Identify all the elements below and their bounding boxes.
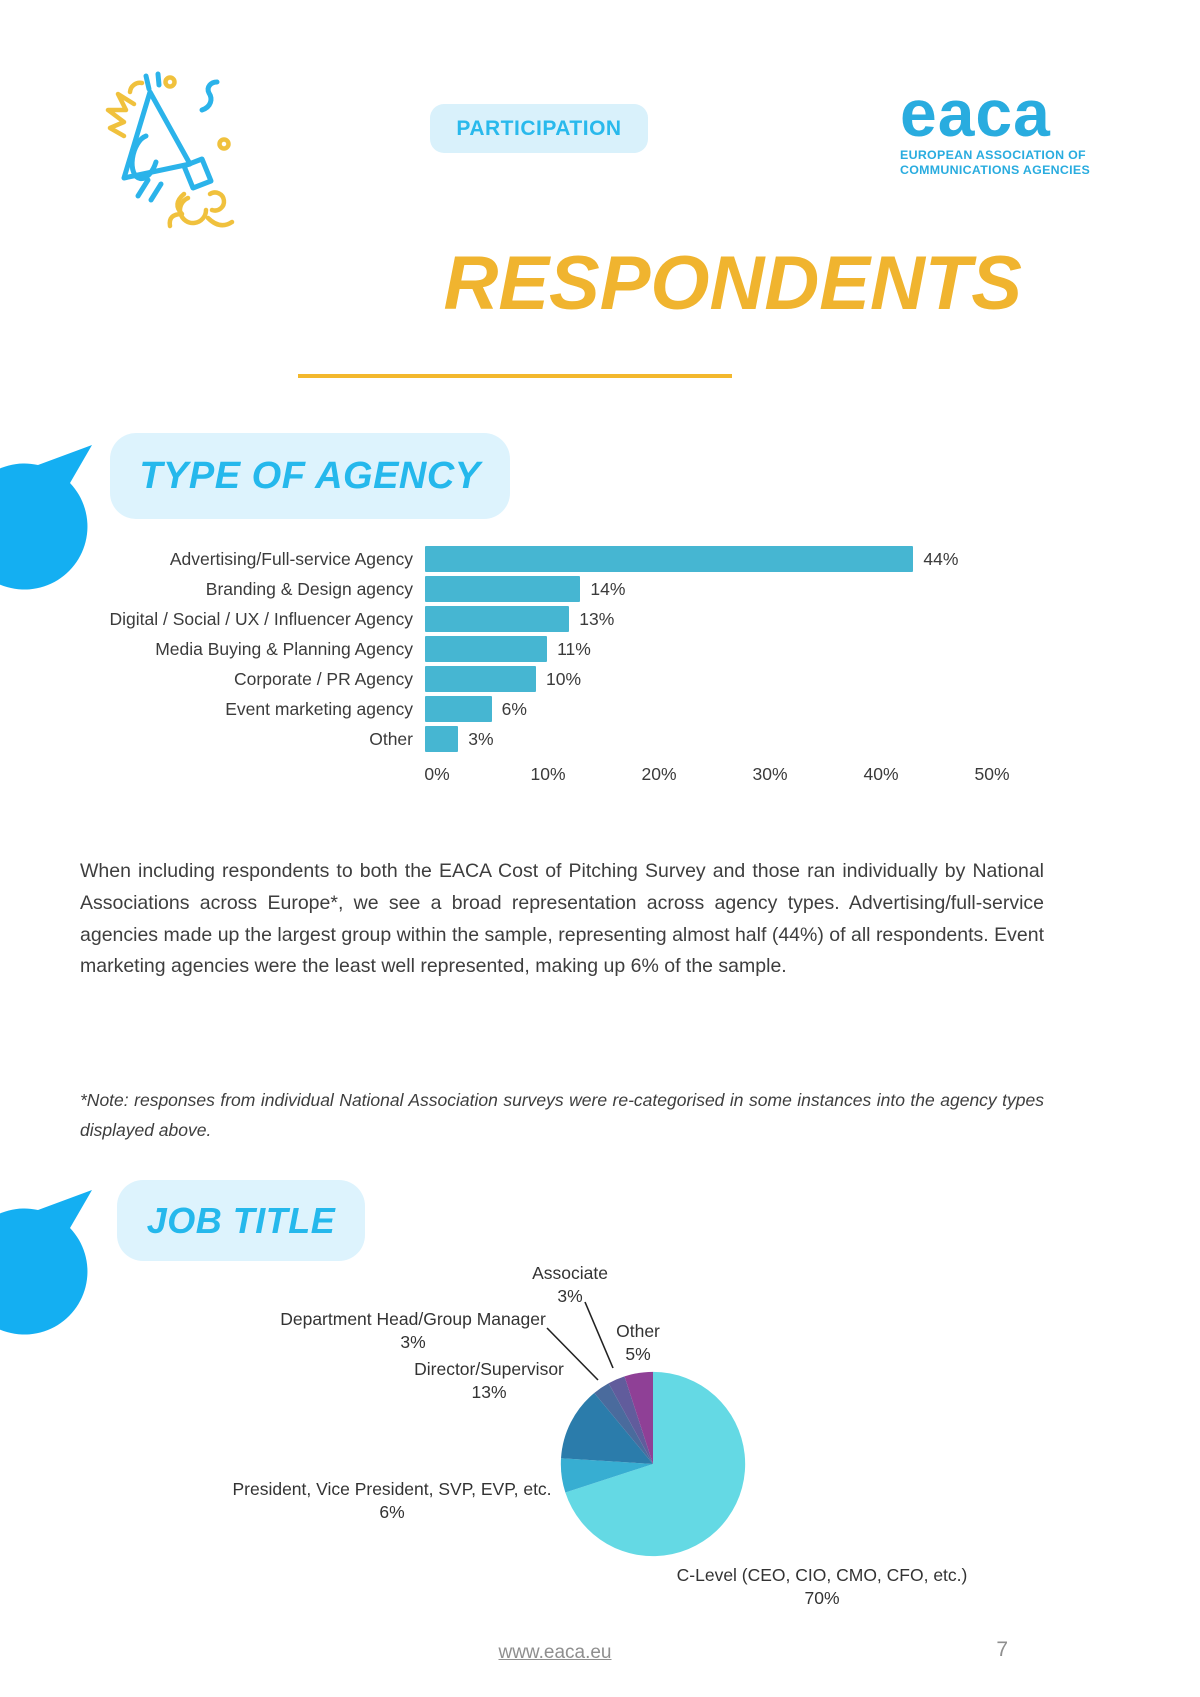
bar [425,666,536,692]
bar-value-label: 13% [579,608,615,629]
bar-row: Event marketing agency 6% [80,694,1140,724]
page-title: RESPONDENTS [443,241,1022,326]
x-axis-tick-label: 0% [424,764,450,784]
x-axis-tick-label: 30% [752,764,788,784]
bar-value-label: 14% [590,578,626,599]
bar-row: Corporate / PR Agency 10% [80,664,1140,694]
participation-badge-label: PARTICIPATION [456,116,622,140]
bar-row: Digital / Social / UX / Influencer Agenc… [80,604,1140,634]
section-heading-type-of-agency: TYPE OF AGENCY [110,433,510,519]
pie-label-c-level: C-Level (CEO, CIO, CMO, CFO, etc.) 70% [676,1565,968,1609]
speech-bubble-icon [0,445,92,590]
title-underline [298,374,732,378]
bar [425,636,548,662]
pie-slice-0 [565,1371,746,1557]
eaca-subtitle: EUROPEAN ASSOCIATION OF COMMUNICATIONS A… [900,148,1091,177]
bar [425,546,914,572]
pie-slice-3 [594,1383,653,1464]
bar-row: Branding & Design agency 14% [80,574,1140,604]
bar-category-label: Event marketing agency [225,698,413,719]
bar-category-label: Advertising/Full-service Agency [169,548,413,569]
pie-graphic [560,1371,746,1557]
pie-label-department-head: Department Head/Group Manager 3% [280,1309,546,1353]
pie-slice-4 [608,1376,653,1464]
x-axis-tick-label: 50% [974,764,1010,784]
bar-category-label: Corporate / PR Agency [234,668,413,689]
bar [425,696,492,722]
bar-row: Advertising/Full-service Agency 44% [80,544,1140,574]
pie-slice-1 [560,1458,653,1493]
bar-value-label: 44% [923,548,959,569]
pie-label-president: President, Vice President, SVP, EVP, etc… [232,1479,552,1523]
body-paragraph: When including respondents to both the E… [80,860,1044,978]
bar-category-label: Digital / Social / UX / Influencer Agenc… [109,608,413,629]
bar-rows: Advertising/Full-service Agency 44% Brandi… [80,544,1140,754]
pie-slice-2 [561,1392,653,1464]
page-number: 7 [996,1638,1008,1661]
footer-website-link[interactable]: www.eaca.eu [498,1642,612,1663]
bar-value-label: 3% [468,728,494,749]
job-title-pie-chart: Associate 3% Department Head/Group Manag… [0,1250,1200,1640]
section-heading-label: JOB TITLE [146,1199,336,1241]
bar-category-label: Branding & Design agency [205,578,413,599]
bar-value-label: 10% [546,668,582,689]
footnote: *Note: responses from individual Nationa… [80,1090,1044,1140]
bar [425,726,459,752]
bar-category-label: Media Buying & Planning Agency [155,638,413,659]
bar-value-label: 11% [557,638,591,659]
x-axis-tick-label: 20% [641,764,677,784]
agency-type-bar-chart: Advertising/Full-service Agency 44% Brandi… [80,544,1140,790]
section-heading-job-title: JOB TITLE [117,1180,365,1261]
bar-category-label: Other [369,728,413,749]
pie-leader-lines [546,1301,614,1381]
bar-value-label: 6% [501,698,527,719]
megaphone-doodle-icon [105,71,235,229]
x-axis-tick-label: 40% [863,764,899,784]
eaca-wordmark: eaca [900,76,1051,150]
bar-row: Other 3% [80,724,1140,754]
speech-bubble-icon [0,1190,92,1335]
x-axis-tick-label: 10% [530,764,566,784]
bar [425,576,581,602]
pie-label-director: Director/Supervisor 13% [414,1359,564,1403]
bar-row: Media Buying & Planning Agency 11% [80,634,1140,664]
bar-chart-x-axis: 0% 10% 20% 30% 40% 50% [80,760,1140,790]
pie-slice-5 [624,1371,653,1464]
participation-badge: PARTICIPATION [430,104,648,153]
eaca-logo: eaca EUROPEAN ASSOCIATION OF COMMUNICATI… [900,76,1112,178]
pie-label-other: Other 5% [616,1321,660,1365]
pie-label-associate: Associate 3% [532,1263,608,1307]
bar [425,606,570,632]
section-heading-label: TYPE OF AGENCY [139,454,481,497]
